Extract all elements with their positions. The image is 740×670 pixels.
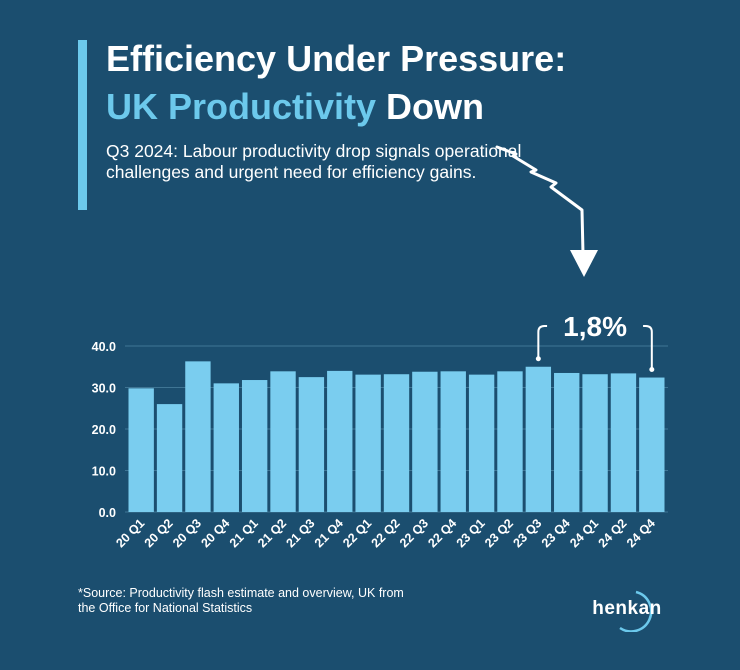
x-tick-label: 20 Q2 <box>142 516 176 550</box>
callout-annotation: 1,8% <box>535 311 655 373</box>
x-tick-label: 22 Q3 <box>397 516 431 550</box>
bar <box>610 373 637 512</box>
bar <box>327 370 353 512</box>
x-tick-label: 21 Q4 <box>312 516 346 550</box>
callout-label: 1,8% <box>563 311 627 342</box>
logo-ring-icon <box>619 590 653 632</box>
x-tick-label: 23 Q3 <box>510 516 544 550</box>
x-tick-label: 21 Q2 <box>255 516 289 550</box>
bar-layer <box>128 361 665 512</box>
x-tick-label: 22 Q1 <box>340 516 374 550</box>
bar <box>412 371 438 512</box>
bar <box>355 374 381 512</box>
bar <box>582 374 608 512</box>
callout-bracket-right <box>643 325 653 368</box>
henkan-logo: henkan <box>590 588 664 632</box>
x-tick-label: 20 Q3 <box>170 516 204 550</box>
callout-dot <box>649 367 655 373</box>
title-highlight: UK Productivity <box>106 86 377 127</box>
bar <box>554 372 580 512</box>
logo-text: henkan <box>592 598 662 619</box>
y-axis: 0.0 10.0 20.0 30.0 40.0 <box>92 340 116 520</box>
bar <box>497 371 523 512</box>
bar <box>213 383 239 512</box>
bar <box>525 366 552 512</box>
x-tick-label: 23 Q1 <box>454 516 488 550</box>
x-tick-label: 20 Q4 <box>198 516 232 550</box>
x-tick-label: 23 Q2 <box>482 516 516 550</box>
bar <box>128 388 154 512</box>
title-line1: Efficiency Under Pressure: <box>106 38 567 79</box>
callout-dot <box>535 356 541 362</box>
y-tick-label: 30.0 <box>92 382 116 396</box>
subtitle: Q3 2024: Labour productivity drop signal… <box>106 141 522 182</box>
x-tick-label: 22 Q4 <box>425 516 459 550</box>
bar <box>298 377 325 512</box>
bar <box>468 374 495 512</box>
x-tick-label: 21 Q3 <box>284 516 318 550</box>
bar <box>156 404 183 512</box>
callout-bracket-left <box>537 325 548 357</box>
bar <box>440 371 466 512</box>
x-tick-label: 23 Q4 <box>539 516 573 550</box>
bar <box>639 377 665 512</box>
title-line2: UK Productivity Down <box>106 86 484 128</box>
x-tick-label: 22 Q2 <box>369 516 403 550</box>
bar <box>241 380 268 512</box>
source-note: *Source: Productivity flash estimate and… <box>78 586 404 615</box>
x-tick-label: 24 Q1 <box>567 516 601 550</box>
bar <box>270 371 296 512</box>
x-tick-label: 24 Q2 <box>596 516 630 550</box>
x-tick-label: 24 Q4 <box>624 516 658 550</box>
bar <box>383 374 410 512</box>
y-tick-label: 0.0 <box>99 506 116 520</box>
x-tick-label: 20 Q1 <box>113 516 147 550</box>
down-arrow-icon <box>495 145 598 277</box>
accent-bar <box>78 40 87 210</box>
x-tick-label: 21 Q1 <box>227 516 261 550</box>
bar <box>185 361 211 512</box>
y-tick-label: 10.0 <box>92 465 116 479</box>
title-rest: Down <box>376 86 485 127</box>
y-tick-label: 40.0 <box>92 340 116 354</box>
y-tick-label: 20.0 <box>92 423 116 437</box>
